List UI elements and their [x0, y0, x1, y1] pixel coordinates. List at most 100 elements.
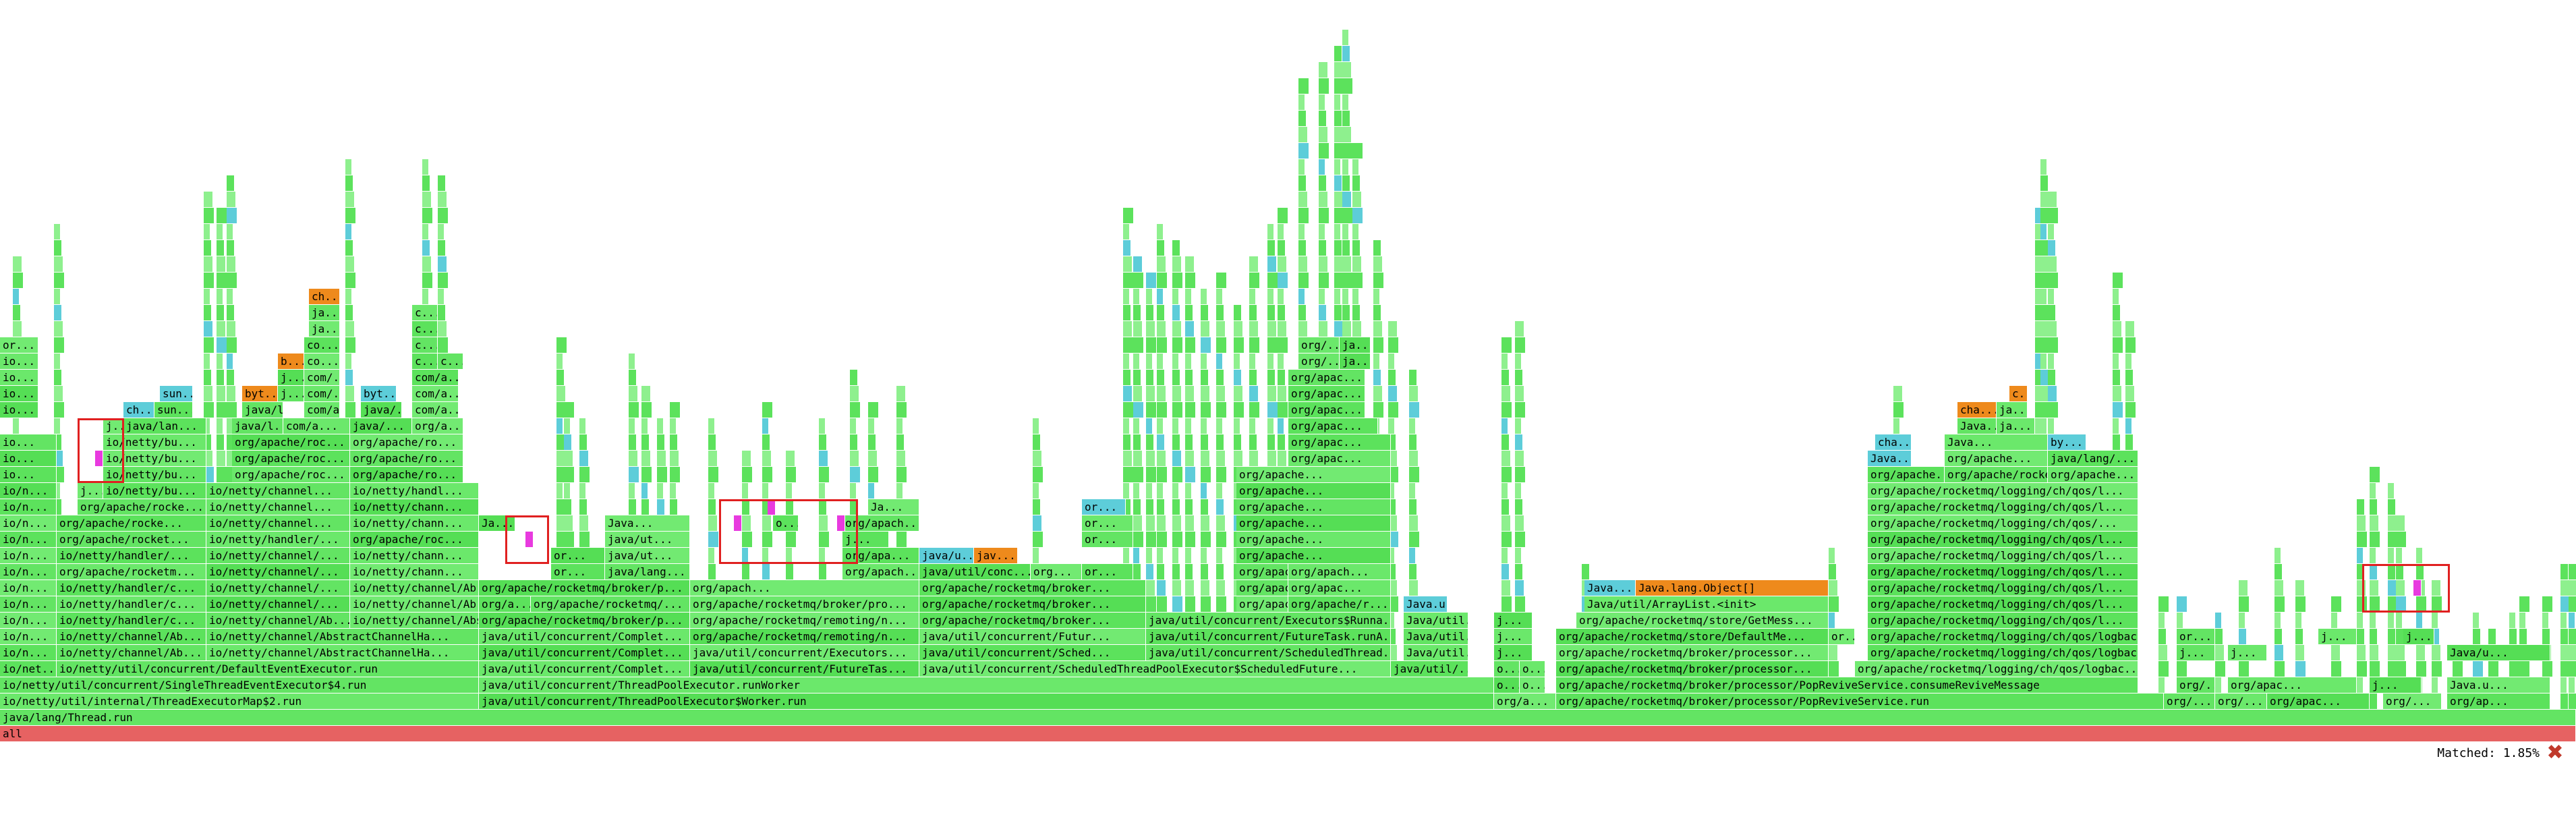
stack-frame[interactable] — [1157, 289, 1164, 305]
stack-frame[interactable] — [204, 273, 214, 289]
stack-frame[interactable] — [1123, 434, 1131, 451]
stack-frame[interactable] — [345, 159, 352, 175]
stack-frame[interactable]: o... — [1494, 661, 1520, 677]
stack-frame[interactable] — [1172, 386, 1182, 402]
stack-frame[interactable]: io/n... — [0, 548, 57, 564]
stack-frame[interactable] — [422, 224, 429, 240]
stack-frame[interactable] — [1172, 467, 1183, 483]
stack-frame[interactable]: org/apac... — [1288, 402, 1365, 418]
stack-frame[interactable] — [345, 289, 352, 305]
stack-frame[interactable] — [1157, 337, 1168, 353]
stack-frame[interactable]: jav... — [974, 548, 1018, 564]
stack-frame[interactable] — [2331, 661, 2342, 677]
stack-frame[interactable] — [2113, 386, 2122, 402]
stack-frame[interactable] — [762, 434, 770, 451]
stack-frame[interactable]: org/apache/rocketmq/remoting/n... — [690, 629, 919, 645]
stack-frame[interactable] — [1172, 337, 1183, 353]
stack-frame[interactable] — [2370, 580, 2379, 596]
stack-frame[interactable] — [1157, 564, 1165, 580]
stack-frame[interactable]: org/apache... — [1868, 467, 1945, 483]
stack-frame[interactable] — [2125, 370, 2134, 386]
stack-frame[interactable] — [1388, 337, 1399, 353]
stack-frame[interactable] — [2542, 629, 2550, 645]
stack-frame[interactable] — [2488, 661, 2499, 677]
stack-frame[interactable] — [1146, 548, 1153, 564]
stack-frame[interactable] — [1352, 240, 1361, 256]
stack-frame[interactable] — [1501, 418, 1508, 434]
stack-frame[interactable] — [1249, 418, 1256, 434]
stack-frame[interactable] — [1185, 386, 1195, 402]
stack-frame[interactable] — [1172, 256, 1182, 273]
stack-frame[interactable]: org/... — [1298, 353, 1340, 370]
stack-frame[interactable] — [1515, 370, 1523, 386]
stack-frame[interactable]: java/lan... — [123, 418, 206, 434]
stack-frame[interactable]: java/util/concurrent/Complet... — [479, 645, 690, 661]
stack-frame[interactable]: java/util/concurrent/Complet... — [479, 629, 690, 645]
stack-frame[interactable] — [1157, 256, 1166, 273]
stack-frame[interactable]: org/... — [2164, 693, 2215, 710]
stack-frame[interactable] — [629, 402, 639, 418]
stack-frame[interactable] — [1234, 337, 1244, 353]
stack-frame[interactable] — [762, 564, 770, 580]
stack-frame[interactable] — [1298, 305, 1307, 321]
stack-frame[interactable] — [13, 289, 20, 305]
stack-frame[interactable] — [2416, 645, 2426, 661]
stack-frame[interactable] — [1123, 402, 1134, 418]
stack-frame[interactable] — [2432, 645, 2441, 661]
stack-frame[interactable] — [2357, 596, 2368, 613]
stack-frame[interactable] — [204, 240, 212, 256]
stack-frame[interactable]: org/apache/rocketmq/logging/ch/qos/l... — [1868, 483, 2138, 499]
stack-frame[interactable] — [1216, 386, 1226, 402]
stack-frame[interactable]: org/apache/rocket... — [57, 532, 206, 548]
stack-frame[interactable] — [2331, 596, 2342, 613]
stack-frame[interactable] — [1352, 192, 1362, 208]
stack-frame[interactable]: by... — [2048, 434, 2086, 451]
stack-frame[interactable] — [2048, 208, 2059, 224]
stack-frame[interactable] — [1501, 402, 1512, 418]
stack-frame[interactable]: io/netty/channel/AbstractChannelHa... — [350, 613, 479, 629]
matched-frame[interactable] — [525, 532, 534, 548]
stack-frame[interactable] — [2416, 596, 2427, 613]
stack-frame[interactable]: org/apach... — [1288, 564, 1391, 580]
stack-frame[interactable] — [1033, 515, 1042, 532]
stack-frame[interactable]: Java/util/ArrayList.<init> — [1584, 596, 1829, 613]
stack-frame[interactable] — [670, 418, 677, 434]
stack-frame[interactable] — [1829, 613, 1835, 629]
stack-frame[interactable] — [2357, 677, 2364, 693]
stack-frame[interactable] — [1216, 483, 1223, 499]
stack-frame[interactable]: org/ap... — [2447, 693, 2550, 710]
stack-frame[interactable]: j... — [2177, 645, 2215, 661]
stack-frame[interactable]: Java/u... — [2447, 645, 2550, 661]
stack-frame[interactable] — [1133, 515, 1143, 532]
stack-frame[interactable] — [2239, 613, 2245, 629]
stack-frame[interactable] — [2357, 629, 2365, 645]
stack-frame[interactable]: org/apac... — [1236, 596, 1288, 613]
stack-frame[interactable] — [1515, 321, 1524, 337]
stack-frame[interactable] — [762, 515, 772, 532]
stack-frame[interactable]: org/apac... — [1288, 451, 1391, 467]
stack-frame[interactable] — [2509, 613, 2516, 629]
stack-frame[interactable] — [1172, 580, 1182, 596]
stack-frame[interactable] — [227, 370, 235, 386]
stack-frame[interactable] — [786, 467, 797, 483]
stack-frame[interactable] — [2239, 661, 2250, 677]
stack-frame[interactable] — [438, 321, 447, 337]
stack-frame[interactable] — [1234, 386, 1243, 402]
stack-frame[interactable]: org/a... — [1494, 693, 1556, 710]
stack-frame[interactable]: org/... — [2215, 693, 2267, 710]
stack-frame[interactable] — [1172, 370, 1180, 386]
stack-frame[interactable] — [629, 353, 635, 370]
stack-frame[interactable]: org/apache/rocketmq/broker... — [919, 596, 1146, 613]
stack-frame[interactable] — [1185, 305, 1193, 321]
stack-frame[interactable] — [2509, 661, 2520, 677]
stack-frame[interactable] — [1501, 386, 1511, 402]
stack-frame[interactable] — [896, 386, 906, 402]
stack-frame[interactable] — [1123, 483, 1130, 499]
stack-frame[interactable] — [345, 175, 353, 192]
stack-frame[interactable]: io/n... — [0, 483, 57, 499]
stack-frame[interactable] — [1501, 451, 1511, 467]
stack-frame[interactable] — [1146, 451, 1155, 467]
stack-frame[interactable] — [1352, 224, 1359, 240]
stack-frame[interactable] — [54, 370, 62, 386]
stack-frame[interactable] — [1185, 483, 1192, 499]
